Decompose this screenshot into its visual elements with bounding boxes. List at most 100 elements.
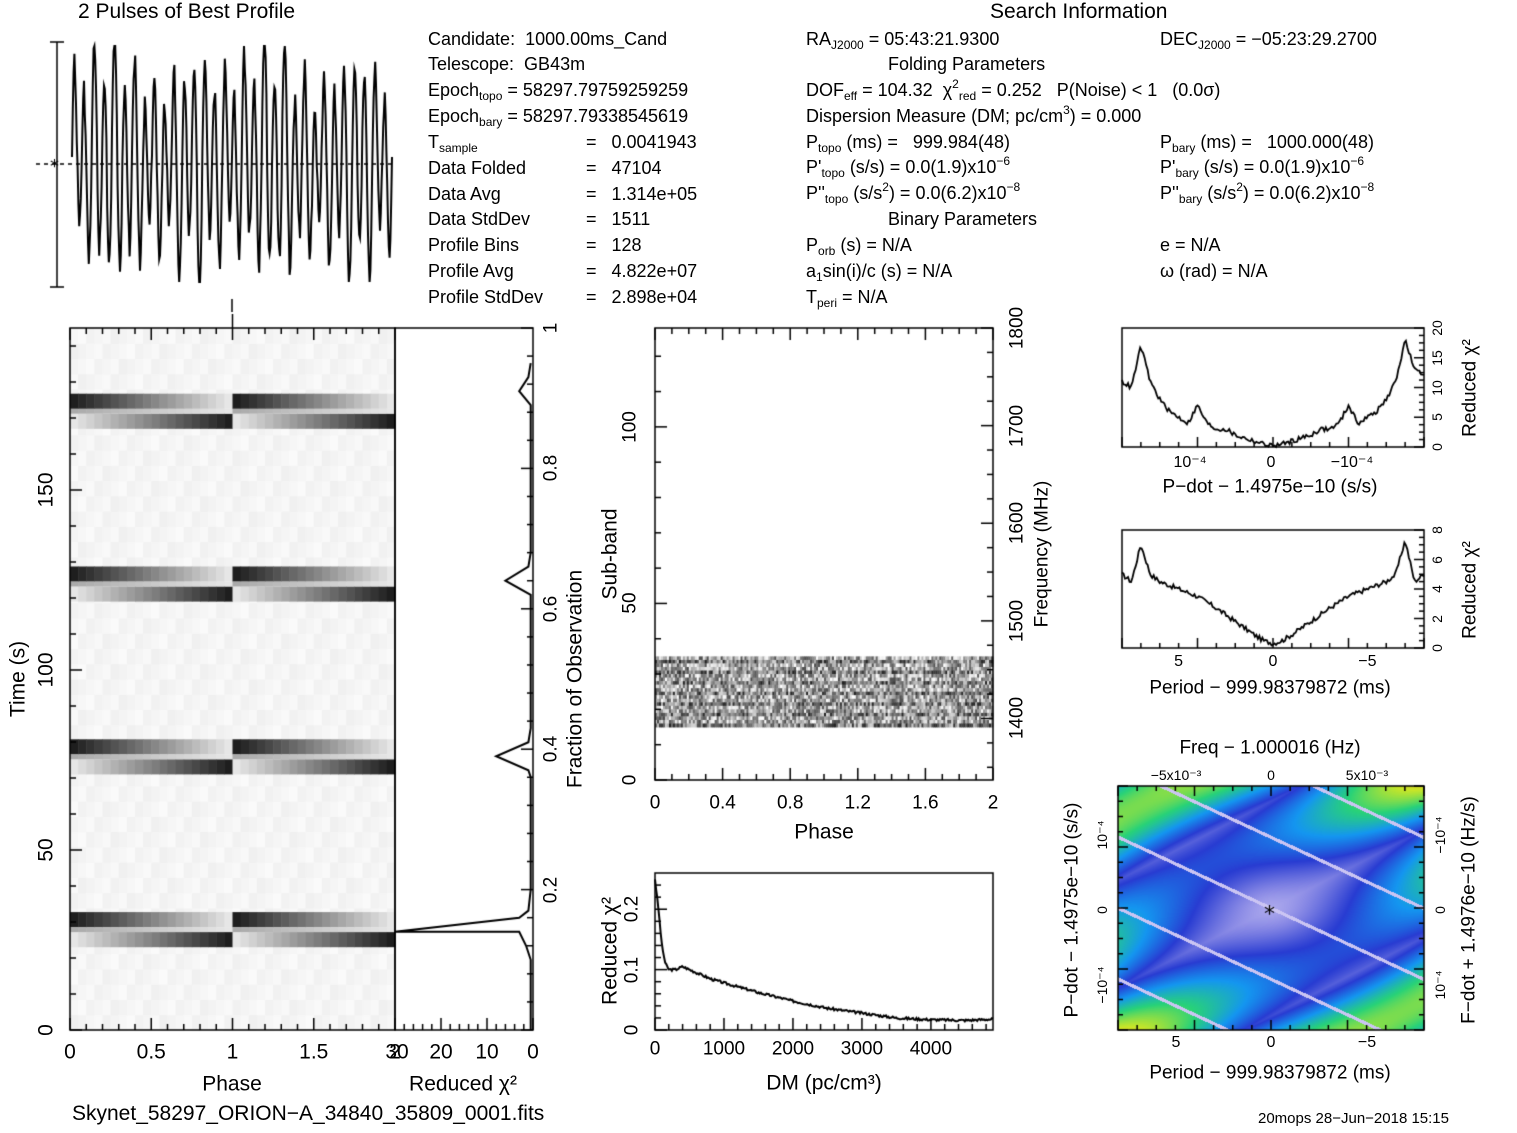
dm-ytick: 0.2 xyxy=(621,896,643,923)
dm-xlabel: DM (pc/cm³) xyxy=(766,1071,882,1095)
map-xtick: −5 xyxy=(1357,1034,1377,1051)
period-xtick: −5 xyxy=(1358,653,1377,670)
map-y2label: F−dot + 1.4976e−10 (Hz/s) xyxy=(1458,796,1480,1024)
chi-frac-ytick: 0.4 xyxy=(540,735,562,763)
period-ytick: 6 xyxy=(1429,555,1445,564)
map-xtick: 5 xyxy=(1171,1034,1181,1051)
porb-label: P xyxy=(806,235,819,255)
ra-label: RA xyxy=(806,29,832,49)
pddbary-value: ) = 0.0(6.2)x10 xyxy=(1242,183,1361,203)
ra-sub: J2000 xyxy=(831,38,864,52)
map-xlabel: Period − 999.98379872 (ms) xyxy=(1149,1062,1391,1084)
time-phase-ytick: 0 xyxy=(34,1024,58,1036)
chi-label: χ xyxy=(942,80,953,100)
time-phase-xtick: 1 xyxy=(226,1040,239,1064)
period-ylabel: Reduced χ² xyxy=(1459,541,1481,639)
pdot-ylabel: Reduced χ² xyxy=(1459,339,1481,437)
pdot-xtick: −10⁻⁴ xyxy=(1330,454,1374,471)
chi-frac-ytick: 0.6 xyxy=(540,595,562,623)
subband-y2tick: 1700 xyxy=(1006,404,1028,447)
time-phase-xtick: 0.5 xyxy=(136,1040,166,1064)
epoch-bary-value: = 58297.79338545619 xyxy=(502,106,689,126)
pdot-ytick: 10 xyxy=(1429,379,1445,396)
ra-value: = 05:43:21.9300 xyxy=(863,29,1000,49)
ptopo-line: Ptopo (ms) = 999.984(48) xyxy=(806,130,1010,154)
dec-value: = −05:23:29.2700 xyxy=(1230,29,1377,49)
pdtopo-line: P'topo (s/s) = 0.0(1.9)x10−6 xyxy=(806,155,1010,179)
asini-label: a xyxy=(806,261,817,281)
pddtopo-sup1: 2 xyxy=(882,180,889,194)
dm-xtick: 3000 xyxy=(840,1038,884,1060)
pddtopo-sup: −8 xyxy=(1006,180,1021,194)
chi-frac-xlabel: Reduced χ² xyxy=(409,1072,517,1096)
pdot-xlabel: P−dot − 1.4975e−10 (s/s) xyxy=(1162,476,1378,498)
pdot-ytick: 20 xyxy=(1429,320,1445,336)
subband-xtick: 0.8 xyxy=(776,792,804,814)
pddbary-sup: −8 xyxy=(1360,180,1375,194)
pddbary-mid: (s/s xyxy=(1202,183,1237,203)
dm-xtick: 1000 xyxy=(702,1038,746,1060)
epoch-bary-line: Epochbary = 58297.79338545619 xyxy=(428,104,688,128)
dm-xtick: 4000 xyxy=(909,1038,953,1060)
subband-ytick: 0 xyxy=(619,774,641,786)
chi-frac-xtick: 10 xyxy=(475,1040,499,1064)
epoch-bary-sub: bary xyxy=(479,115,503,129)
pdot-ytick: 5 xyxy=(1429,413,1445,422)
pbary-value: (ms) = 1000.000(48) xyxy=(1195,132,1374,152)
pdbary-line: P'bary (s/s) = 0.0(1.9)x10−6 xyxy=(1160,155,1364,179)
folding-params-title: Folding Parameters xyxy=(888,54,1046,74)
pdbary-label: P' xyxy=(1160,157,1176,177)
subband-xtick: 0 xyxy=(649,792,661,814)
timestamp-label: 20mops 28−Jun−2018 15:15 xyxy=(1258,1110,1449,1127)
pddbary-label: P'' xyxy=(1160,183,1179,203)
info-row-value: = 0.0041943 xyxy=(586,132,697,152)
subband-ylabel: Sub-band xyxy=(598,508,622,600)
candidate-line: Candidate: 1000.00ms_Cand xyxy=(428,29,668,49)
pdbary-sub: bary xyxy=(1175,166,1199,180)
dec-line: DECJ2000 = −05:23:29.2700 xyxy=(1160,27,1377,51)
asini-line: a1sin(i)/c (s) = N/A xyxy=(806,259,952,283)
time-phase-xtick: 1.5 xyxy=(299,1040,329,1064)
map-ylabel: P−dot − 1.4975e−10 (s/s) xyxy=(1061,802,1083,1018)
pbary-label: P xyxy=(1160,132,1173,152)
pdbary-sup: −6 xyxy=(1350,154,1365,168)
dm-ylabel: Reduced χ² xyxy=(598,897,622,1005)
binary-params-title: Binary Parameters xyxy=(888,209,1038,229)
porb-value: (s) = N/A xyxy=(835,235,912,255)
map-ytick: 10⁻⁴ xyxy=(1094,820,1110,850)
info-row-label: Data Folded xyxy=(428,157,527,178)
dof-label: DOF xyxy=(806,80,844,100)
map-title: Freq − 1.000016 (Hz) xyxy=(1179,737,1361,759)
period-xlabel: Period − 999.98379872 (ms) xyxy=(1149,677,1391,699)
subband-y2tick: 1500 xyxy=(1006,599,1028,642)
pddtopo-sub: topo xyxy=(824,192,849,206)
subband-ytick: 100 xyxy=(619,411,641,443)
subband-y2tick: 1600 xyxy=(1006,502,1028,545)
chi-frac-xtick: 20 xyxy=(429,1040,453,1064)
map-y2tick: 0 xyxy=(1432,906,1448,914)
pddtopo-label: P'' xyxy=(806,183,825,203)
epoch-topo-value: = 58297.79759259259 xyxy=(502,80,689,100)
chi-frac-xtick: 30 xyxy=(385,1040,409,1064)
pdtopo-label: P' xyxy=(806,157,822,177)
subband-y2tick: 1800 xyxy=(1006,306,1028,350)
search-info-title: Search Information xyxy=(990,0,1168,23)
map-ytick: −10⁻⁴ xyxy=(1094,966,1110,1004)
info-row-value: = 47104 xyxy=(586,157,662,178)
period-xtick: 0 xyxy=(1268,653,1278,670)
map-x2tick: 0 xyxy=(1267,767,1275,783)
info-row: Profile StdDev = 2.898e+04 xyxy=(428,285,697,309)
pddbary-sup1: 2 xyxy=(1236,180,1243,194)
pdot-xtick: 0 xyxy=(1266,454,1276,471)
pdbary-value: (s/s) = 0.0(1.9)x10 xyxy=(1198,157,1351,177)
chi-value: = 0.252 P(Noise) < 1 (0.0σ) xyxy=(976,80,1221,100)
pdot-ytick: 15 xyxy=(1429,349,1445,366)
info-row-value: = 1511 xyxy=(586,209,651,230)
subband-y2label: Frequency (MHz) xyxy=(1031,480,1053,628)
info-row: Data Avg = 1.314e+05 xyxy=(428,182,697,206)
time-phase-ylabel: Time (s) xyxy=(6,640,30,718)
pbary-line: Pbary (ms) = 1000.000(48) xyxy=(1160,130,1374,154)
chi-frac-ylabel: Fraction of Observation xyxy=(563,569,587,789)
chi-frac-ytick: 0.2 xyxy=(540,876,562,903)
